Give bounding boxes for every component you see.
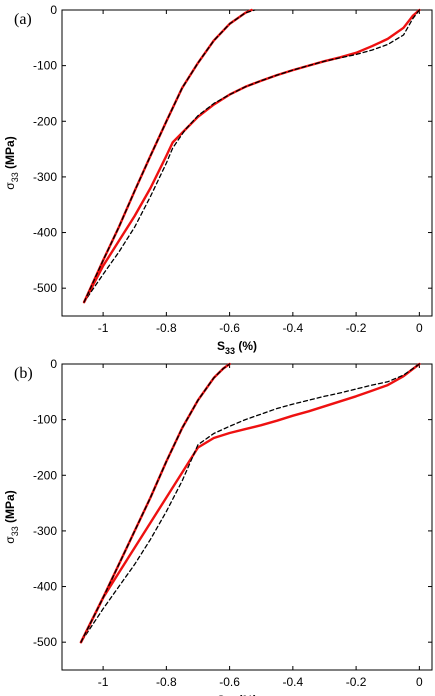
y-tick-label: -500 — [33, 281, 57, 295]
y-tick-label: -400 — [33, 226, 57, 240]
solid-series-line-0 — [82, 8, 421, 304]
y-axis-label-unit: (MPa) — [3, 136, 17, 172]
dashed-series-line-3 — [83, 9, 256, 303]
x-axis-label-unit: (%) — [235, 339, 257, 353]
y-tick-label: -300 — [33, 524, 57, 538]
x-axis-label-main: S — [217, 339, 225, 353]
x-axis-label-subscript: 33 — [225, 346, 235, 356]
x-tick-label: -1 — [98, 675, 109, 689]
dashed-series-line-1 — [83, 9, 421, 303]
chart-panel-b: -1 -0.8 -0.6 -0.4 -0.2 0 0 -100 -200 -300 -400 -500… — [3, 357, 433, 696]
x-tick-label: -0.8 — [156, 321, 177, 335]
solid-series-line-2 — [79, 362, 231, 644]
y-tick-label: 0 — [50, 357, 57, 371]
x-tick-label: 0 — [416, 675, 423, 689]
y-axis-label-main: σ — [3, 182, 17, 190]
plot-frame — [61, 9, 433, 317]
y-tick-label: -200 — [33, 114, 57, 128]
y-tick-label: -500 — [33, 635, 57, 649]
solid-series-line-0 — [79, 362, 421, 644]
y-axis-label-subscript: 33 — [10, 172, 20, 182]
x-axis-label: S33 (%) — [217, 693, 257, 696]
x-tick-label: -0.4 — [283, 675, 304, 689]
x-tick-label: -0.2 — [346, 321, 367, 335]
x-tick-label: -0.2 — [346, 675, 367, 689]
x-tick-label: -0.6 — [219, 675, 240, 689]
y-axis-label: σ33 (MPa) — [3, 136, 20, 189]
x-tick-label: 0 — [416, 321, 423, 335]
y-axis-label-unit: (MPa) — [3, 490, 17, 526]
x-tick-label: -0.6 — [219, 321, 240, 335]
x-tick-label: -1 — [98, 321, 109, 335]
chart-panel-a: -1 -0.8 -0.6 -0.4 -0.2 0 0 -100 -200 -300 -400 -500… — [3, 3, 433, 356]
y-axis-label-subscript: 33 — [10, 526, 20, 536]
dashed-series-line-3 — [80, 363, 231, 643]
panel-label: (a) — [14, 11, 32, 28]
y-tick-label: -100 — [33, 59, 57, 73]
y-tick-label: -300 — [33, 170, 57, 184]
plot-frame — [61, 363, 433, 671]
y-tick-label: -200 — [33, 468, 57, 482]
x-tick-label: -0.4 — [283, 321, 304, 335]
y-tick-label: -100 — [33, 413, 57, 427]
dashed-series-line-1 — [80, 363, 421, 643]
y-tick-label: 0 — [50, 3, 57, 17]
y-axis-label-main: σ — [3, 536, 17, 544]
x-axis-label: S33 (%) — [217, 339, 257, 356]
y-tick-label: -400 — [33, 580, 57, 594]
x-axis-label-unit: (%) — [235, 693, 257, 696]
x-axis-label-main: S — [217, 693, 225, 696]
x-tick-label: -0.8 — [156, 675, 177, 689]
panel-label: (b) — [14, 365, 33, 382]
y-axis-label: σ33 (MPa) — [3, 490, 20, 543]
